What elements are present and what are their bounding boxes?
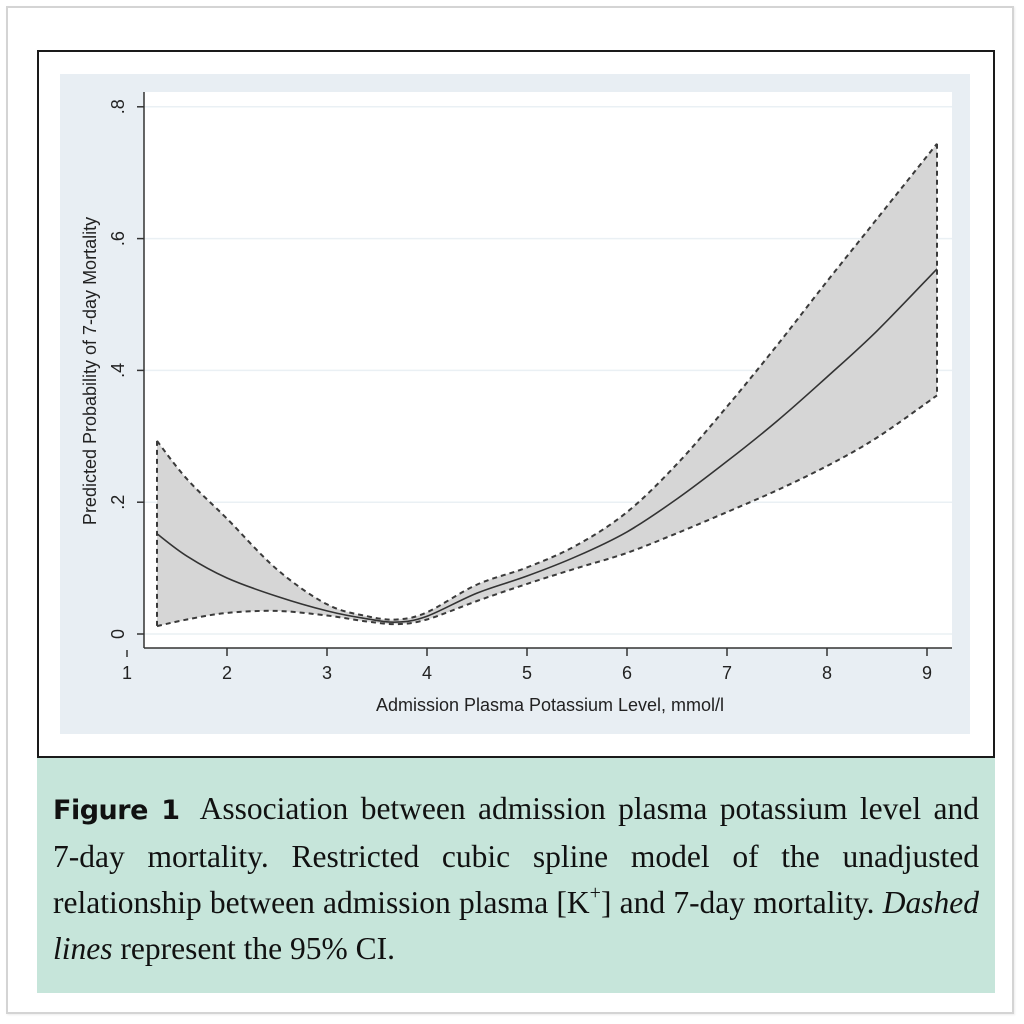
y-tick-label: 0: [108, 629, 128, 639]
x-tick-label: 1: [122, 663, 132, 683]
caption-text-1: Association between admission plasma pot…: [53, 791, 979, 920]
x-tick-label: 4: [422, 663, 432, 683]
x-tick-label: 5: [522, 663, 532, 683]
caption-italic: Dashed lines: [53, 885, 979, 966]
x-tick-label: 6: [622, 663, 632, 683]
y-tick-label: .6: [108, 231, 128, 246]
x-ticks: 1 2 3 4 5 6 7 8 9: [122, 648, 932, 683]
y-ticks: 0 .2 .4 .6 .8: [108, 99, 144, 639]
x-tick-label: 7: [722, 663, 732, 683]
y-tick-label: .8: [108, 99, 128, 114]
x-tick-label: 8: [822, 663, 832, 683]
x-tick-label: 3: [322, 663, 332, 683]
y-tick-label: .4: [108, 363, 128, 378]
y-axis-title: Predicted Probability of 7-day Mortality: [80, 217, 100, 525]
ci-upper-line: [156, 143, 938, 621]
x-tick-label: 9: [922, 663, 932, 683]
x-tick-label: 2: [222, 663, 232, 683]
y-tick-label: .2: [108, 495, 128, 510]
ci-lower-line: [156, 394, 938, 628]
caption-superscript: +: [589, 882, 601, 904]
figure-label: Figure 1: [53, 795, 180, 826]
estimate-line: [156, 268, 938, 623]
caption-text-3: represent the 95% CI.: [112, 931, 396, 966]
caption-text-2: ] and 7-day mortality.: [600, 885, 883, 920]
figure-caption: Figure 1 Association between admission pl…: [37, 758, 995, 993]
x-axis-title: Admission Plasma Potassium Level, mmol/l: [376, 695, 724, 715]
chart: 0 .2 .4 .6 .8 1 2 3 4 5 6 7 8 9 Predicted Probabilit…: [60, 74, 970, 734]
